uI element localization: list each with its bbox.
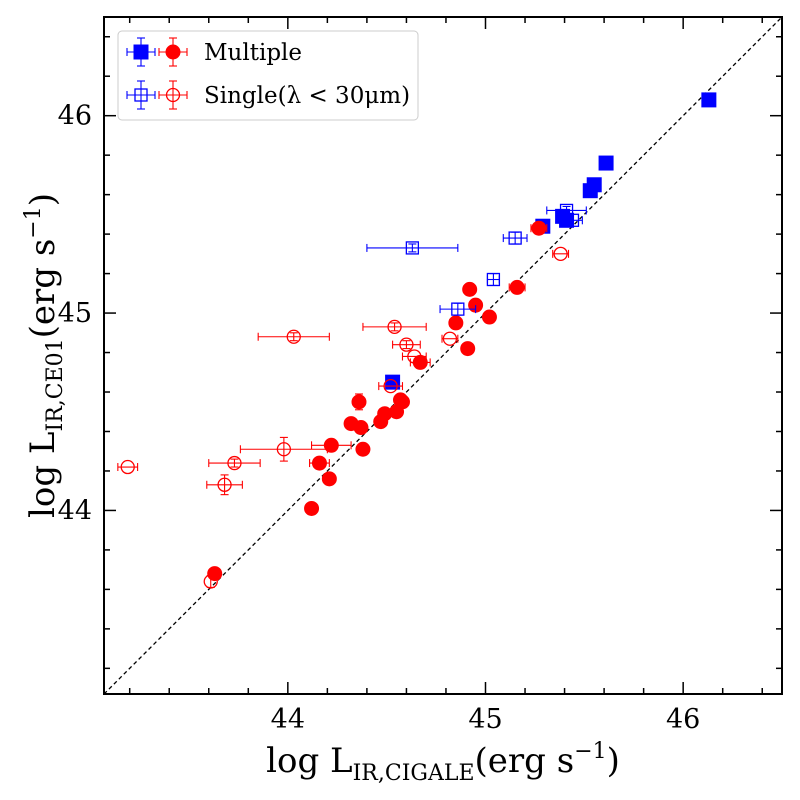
data-point [207, 566, 223, 582]
data-point [383, 378, 398, 394]
legend-square-marker [134, 88, 148, 102]
data-point [565, 213, 580, 227]
y-tick-label: 44 [58, 495, 92, 526]
data-point [351, 394, 367, 410]
x-tick-label: 44 [271, 704, 305, 735]
legend-label-multiple: Multiple [204, 40, 302, 66]
legend-label-single: Single(λ < 30μm) [204, 83, 410, 109]
data-point [486, 272, 501, 287]
legend: Multiple Single(λ < 30μm) [117, 30, 419, 121]
data-point [373, 414, 389, 430]
x-tick-label: 45 [468, 704, 502, 735]
data-point [553, 246, 568, 262]
data-point [448, 315, 464, 331]
data-point [582, 183, 598, 199]
legend-square-marker [133, 44, 149, 60]
data-point [227, 455, 242, 471]
legend-markers [126, 37, 188, 110]
x-axis-title: log LIR,CIGALE(erg s−1) [266, 739, 620, 786]
data-point [355, 441, 371, 457]
data-point [276, 442, 292, 457]
ticks-layer: 44 45 46 44 45 46 [58, 17, 782, 735]
y-tick-label: 45 [58, 298, 92, 329]
data-point [311, 455, 327, 471]
data-point [120, 459, 135, 475]
reference-line-layer [103, 16, 783, 695]
data-point [531, 220, 547, 236]
y-tick-label: 46 [58, 101, 92, 132]
legend-box [117, 30, 419, 121]
data-point [405, 241, 420, 255]
data-point [701, 92, 717, 108]
series-blue-multiple [385, 92, 717, 390]
data-point [481, 309, 497, 325]
data-point [509, 279, 525, 295]
x-tick-label: 46 [666, 704, 700, 735]
data-point [598, 155, 614, 171]
series-blue-single [366, 203, 587, 316]
data-point [387, 319, 402, 335]
one-to-one-line [103, 16, 783, 695]
data-point [203, 574, 218, 589]
data-point [286, 329, 301, 344]
data-point [304, 500, 320, 516]
data-point [217, 477, 232, 492]
data-point [462, 281, 478, 297]
data-point [508, 231, 522, 245]
y-axis-title: log LIR,CE01(erg s−1) [21, 193, 68, 518]
legend-circle-marker [165, 87, 181, 103]
series-red-multiple [207, 220, 548, 582]
data-point [407, 349, 422, 364]
data-point [399, 337, 414, 352]
data-point [321, 471, 337, 487]
data-point [460, 341, 476, 357]
series-red-single [117, 246, 570, 589]
data-point [353, 420, 369, 436]
plot-frame [103, 16, 783, 695]
legend-circle-marker [165, 44, 181, 60]
data-points-layer [117, 92, 717, 589]
data-point [451, 302, 465, 316]
data-point [323, 437, 339, 453]
data-point [442, 331, 458, 346]
